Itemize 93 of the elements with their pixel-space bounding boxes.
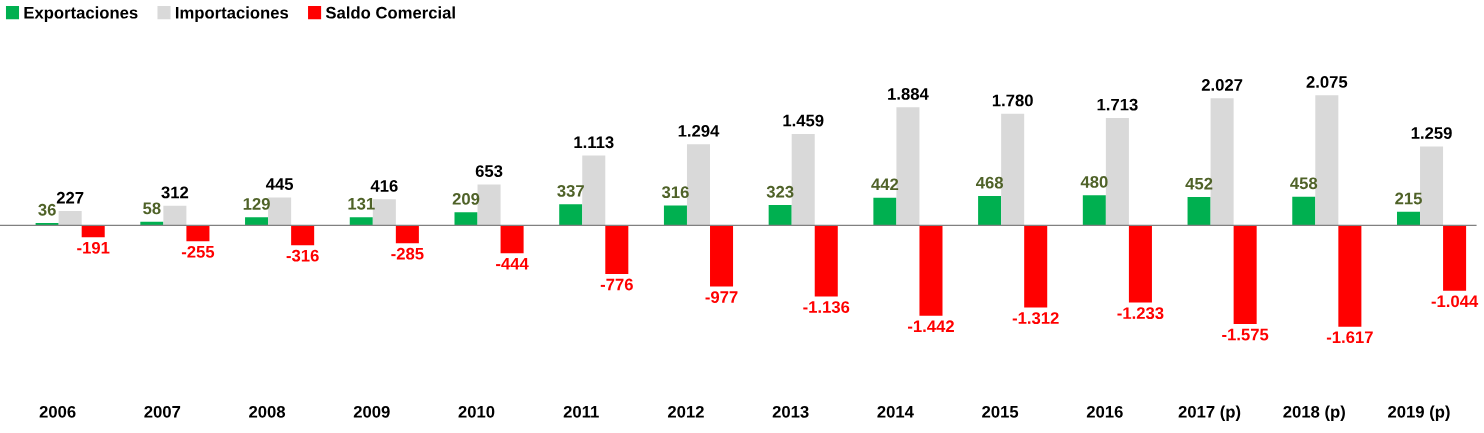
data-label: -977 — [705, 291, 738, 303]
x-tick-label: 2013 — [772, 405, 809, 418]
data-label: 129 — [243, 198, 270, 210]
bar — [1443, 225, 1467, 291]
data-label: 442 — [871, 178, 899, 191]
bar — [1024, 225, 1048, 308]
bar — [1082, 195, 1106, 226]
x-tick-label: 2007 — [144, 405, 181, 418]
data-label: 316 — [661, 186, 689, 199]
bar — [1315, 95, 1339, 226]
bar — [163, 205, 187, 226]
data-label: -1.442 — [908, 320, 954, 332]
data-label: 452 — [1185, 177, 1213, 190]
bar — [978, 196, 1002, 226]
x-tick-label: 2017 (p) — [1178, 405, 1241, 421]
bar — [710, 225, 734, 287]
data-label: 312 — [161, 186, 189, 199]
bar — [1233, 225, 1257, 325]
data-label: 58 — [143, 202, 161, 215]
x-tick-label: 2014 — [877, 405, 914, 418]
data-label: 1.713 — [1097, 98, 1138, 111]
legend-label: Saldo Comercial — [325, 6, 455, 19]
data-label: 1.780 — [992, 94, 1033, 107]
x-tick-label: 2010 — [458, 405, 495, 418]
legend-label: Exportaciones — [24, 6, 138, 22]
x-tick-label: 2018 (p) — [1283, 405, 1345, 421]
bar — [814, 225, 838, 297]
data-label: -1.617 — [1326, 331, 1373, 344]
bar — [268, 197, 292, 226]
x-tick-label: 2012 — [667, 405, 704, 418]
legend-label: Importaciones — [175, 6, 289, 22]
bar — [873, 197, 897, 226]
bar — [454, 212, 478, 226]
bar — [1396, 211, 1421, 226]
data-label: 458 — [1290, 177, 1318, 190]
data-label: 1.259 — [1411, 127, 1452, 139]
data-label: -1.233 — [1117, 307, 1164, 320]
x-tick-label: 2011 — [563, 405, 599, 418]
data-label: -316 — [286, 249, 319, 262]
data-label: 653 — [475, 165, 503, 177]
bar — [605, 225, 629, 274]
data-label: 337 — [557, 184, 584, 197]
data-label: 215 — [1395, 192, 1422, 205]
bar — [395, 225, 419, 244]
data-label: -255 — [181, 245, 215, 258]
bar — [1338, 225, 1362, 327]
bar — [768, 205, 792, 226]
data-label: 227 — [56, 191, 84, 204]
data-label: 416 — [370, 180, 398, 192]
data-label: 209 — [452, 192, 480, 205]
bar — [245, 217, 269, 226]
bar — [1128, 225, 1152, 303]
bar — [663, 205, 687, 226]
data-label: -191 — [77, 241, 110, 254]
data-label: 1.113 — [574, 136, 614, 149]
x-tick-label: 2016 — [1086, 405, 1123, 418]
bar — [559, 204, 583, 226]
data-label: 1.884 — [888, 88, 929, 100]
bar — [1187, 197, 1211, 226]
data-label: 468 — [975, 176, 1004, 189]
data-label: 36 — [38, 203, 56, 216]
data-label: -285 — [391, 247, 424, 260]
bar — [186, 225, 210, 242]
data-label: -1.136 — [803, 301, 850, 313]
bar — [1292, 196, 1316, 226]
bar — [500, 225, 524, 254]
bar — [1001, 113, 1025, 226]
bar — [291, 225, 315, 246]
bar — [349, 217, 373, 226]
bar — [896, 107, 920, 226]
x-tick-label: 2006 — [39, 405, 76, 418]
data-label: 445 — [265, 178, 294, 190]
data-label: 323 — [766, 185, 794, 198]
data-label: -444 — [496, 257, 529, 270]
data-label: 1.459 — [783, 114, 824, 127]
x-tick-label: 2009 — [353, 405, 390, 418]
x-tick-label: 2019 (p) — [1388, 405, 1450, 421]
x-tick-label: 2015 — [982, 405, 1019, 418]
data-label: -1.044 — [1431, 295, 1479, 308]
data-label: 480 — [1080, 176, 1108, 188]
bar — [919, 225, 943, 316]
bar — [1420, 146, 1444, 226]
bar — [58, 211, 82, 226]
data-label: 1.294 — [678, 124, 720, 137]
bar — [582, 155, 606, 226]
data-label: -1.312 — [1012, 312, 1059, 324]
data-label: 2.075 — [1306, 76, 1348, 88]
data-label: 131 — [348, 197, 375, 210]
data-label: -1.575 — [1222, 328, 1269, 341]
data-label: 2.027 — [1201, 79, 1243, 91]
x-tick-label: 2008 — [249, 405, 286, 418]
data-label: -776 — [600, 278, 633, 291]
bar — [81, 225, 105, 238]
